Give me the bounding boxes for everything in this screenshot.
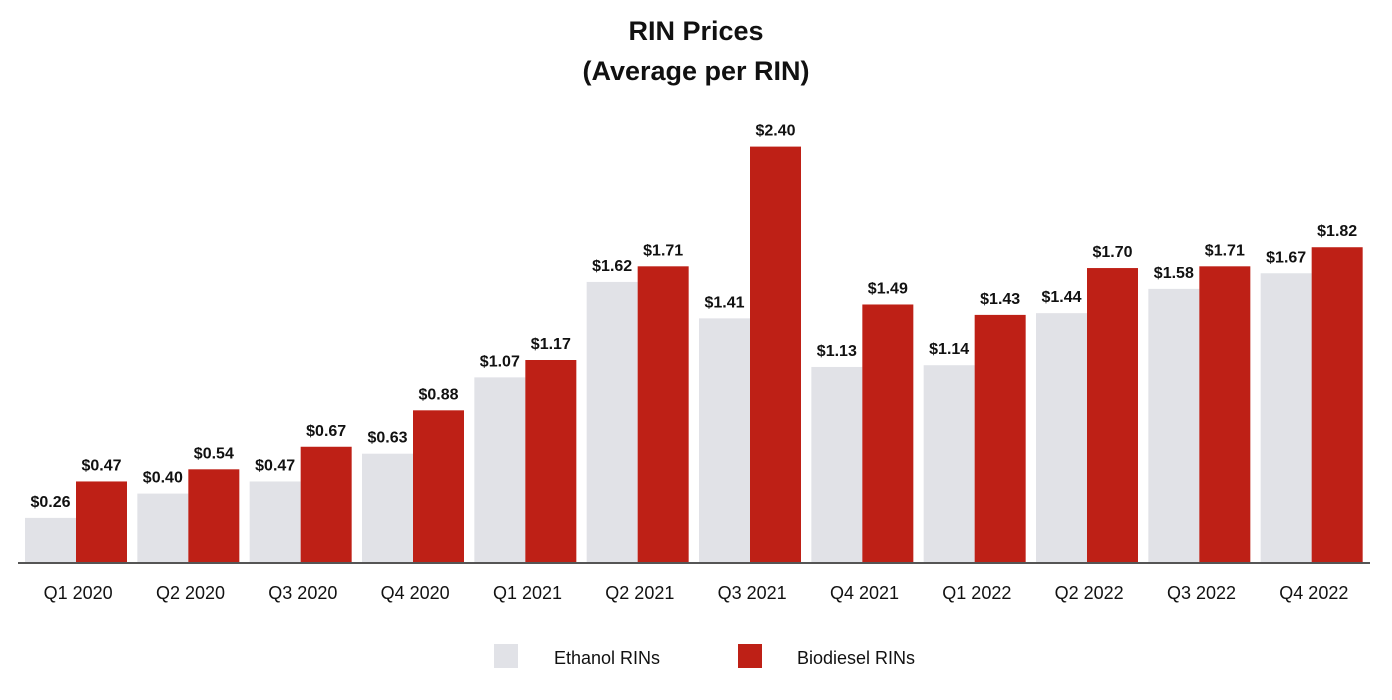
ethanol-value-label: $1.62: [592, 258, 632, 275]
biodiesel-value-label: $0.54: [194, 445, 234, 462]
ethanol-value-label: $0.40: [143, 470, 183, 487]
ethanol-value-label: $0.47: [255, 457, 295, 474]
x-tick-label: Q1 2021: [493, 583, 562, 603]
biodiesel-bar: [413, 410, 464, 563]
ethanol-value-label: $0.26: [30, 494, 70, 511]
ethanol-value-label: $1.14: [929, 341, 969, 358]
ethanol-bar: [1148, 288, 1200, 563]
ethanol-bar: [1260, 273, 1312, 563]
biodiesel-bar: [862, 304, 914, 563]
x-tick-label: Q3 2021: [718, 583, 787, 603]
x-tick-label: Q4 2020: [381, 583, 450, 603]
ethanol-value-label: $1.44: [1041, 289, 1081, 306]
biodiesel-bar: [76, 481, 127, 563]
biodiesel-value-label: $0.67: [306, 423, 346, 440]
x-tick-label: Q2 2021: [605, 583, 674, 603]
ethanol-bar: [923, 365, 975, 563]
ethanol-bar: [1036, 313, 1087, 563]
biodiesel-value-label: $1.71: [643, 242, 683, 259]
x-tick-label: Q3 2020: [268, 583, 337, 603]
biodiesel-bar: [1311, 247, 1363, 564]
ethanol-bar: [25, 517, 76, 563]
ethanol-value-label: $1.58: [1154, 265, 1194, 282]
ethanol-legend-swatch: [494, 644, 518, 668]
biodiesel-bar: [300, 446, 352, 563]
ethanol-bar: [811, 366, 863, 563]
biodiesel-bar: [188, 469, 240, 563]
ethanol-legend-label: Ethanol RINs: [554, 648, 660, 668]
chart-subtitle: (Average per RIN): [582, 56, 810, 86]
ethanol-bar: [249, 481, 301, 563]
x-tick-label: Q2 2022: [1055, 583, 1124, 603]
x-tick-label: Q1 2020: [44, 583, 113, 603]
chart-title: RIN Prices: [628, 16, 764, 46]
biodiesel-bar: [1199, 266, 1251, 563]
ethanol-bar: [699, 318, 750, 563]
x-tick-label: Q2 2020: [156, 583, 225, 603]
biodiesel-bar: [974, 314, 1026, 563]
ethanol-value-label: $1.67: [1266, 249, 1306, 266]
biodiesel-value-label: $1.82: [1317, 223, 1357, 240]
ethanol-bar: [362, 453, 413, 563]
ethanol-bar: [474, 377, 526, 563]
biodiesel-value-label: $1.70: [1092, 244, 1132, 261]
ethanol-value-label: $0.63: [367, 430, 407, 447]
biodiesel-bar: [637, 266, 689, 563]
biodiesel-value-label: $1.43: [980, 291, 1020, 308]
biodiesel-bar: [525, 360, 577, 563]
x-tick-label: Q3 2022: [1167, 583, 1236, 603]
ethanol-bar: [586, 281, 638, 563]
x-tick-label: Q4 2021: [830, 583, 899, 603]
biodiesel-value-label: $0.47: [81, 457, 121, 474]
biodiesel-bar: [1087, 268, 1138, 563]
ethanol-value-label: $1.07: [480, 353, 520, 370]
x-tick-label: Q1 2022: [942, 583, 1011, 603]
biodiesel-value-label: $1.71: [1205, 242, 1245, 259]
biodiesel-legend-swatch: [738, 644, 762, 668]
biodiesel-bar: [750, 146, 801, 563]
biodiesel-value-label: $1.49: [868, 280, 908, 297]
x-tick-label: Q4 2022: [1279, 583, 1348, 603]
biodiesel-value-label: $0.88: [418, 386, 458, 403]
biodiesel-value-label: $2.40: [755, 123, 795, 140]
biodiesel-legend-label: Biodiesel RINs: [797, 648, 915, 668]
ethanol-value-label: $1.41: [704, 294, 744, 311]
biodiesel-value-label: $1.17: [531, 336, 571, 353]
ethanol-bar: [137, 493, 189, 563]
ethanol-value-label: $1.13: [817, 343, 857, 360]
